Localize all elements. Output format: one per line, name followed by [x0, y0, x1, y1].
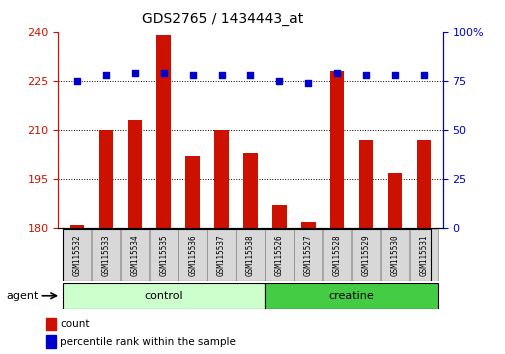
Point	[217, 72, 225, 78]
Text: GSM115533: GSM115533	[101, 234, 110, 276]
Text: GSM115532: GSM115532	[72, 234, 81, 276]
Text: GSM115535: GSM115535	[159, 234, 168, 276]
Bar	[91, 229, 120, 281]
Text: GSM115526: GSM115526	[274, 234, 283, 276]
Point	[275, 78, 283, 84]
Bar	[63, 229, 91, 281]
Point	[188, 72, 196, 78]
Bar	[207, 229, 235, 281]
Bar	[156, 35, 171, 354]
Text: GSM115527: GSM115527	[303, 234, 312, 276]
Point	[332, 70, 340, 76]
Point	[419, 72, 427, 78]
Bar	[45, 335, 56, 348]
Text: GSM115529: GSM115529	[361, 234, 370, 276]
Bar	[329, 71, 344, 354]
Bar	[178, 229, 207, 281]
Text: GSM115536: GSM115536	[188, 234, 197, 276]
Text: count: count	[60, 319, 89, 329]
Text: GSM115528: GSM115528	[332, 234, 341, 276]
Point	[304, 80, 312, 86]
Bar	[63, 283, 265, 309]
Bar	[127, 120, 142, 354]
Text: GSM115531: GSM115531	[419, 234, 428, 276]
Point	[130, 70, 138, 76]
Bar	[351, 229, 380, 281]
Bar	[236, 229, 264, 281]
Text: GSM115534: GSM115534	[130, 234, 139, 276]
Bar	[322, 229, 350, 281]
Bar	[120, 229, 148, 281]
Point	[390, 72, 398, 78]
Bar	[409, 229, 437, 281]
Point	[102, 72, 110, 78]
Bar	[45, 318, 56, 330]
Bar	[70, 225, 84, 354]
Text: control: control	[144, 291, 183, 301]
Text: GDS2765 / 1434443_at: GDS2765 / 1434443_at	[142, 12, 302, 27]
Text: GSM115538: GSM115538	[245, 234, 255, 276]
Text: GSM115537: GSM115537	[217, 234, 226, 276]
Point	[73, 78, 81, 84]
Bar	[149, 229, 178, 281]
Bar	[387, 173, 401, 354]
Bar	[265, 283, 437, 309]
Bar	[98, 130, 113, 354]
Text: GSM115530: GSM115530	[390, 234, 399, 276]
Bar	[300, 222, 315, 354]
Point	[246, 72, 254, 78]
Bar	[214, 130, 228, 354]
Bar	[416, 140, 430, 354]
Bar	[185, 156, 199, 354]
Bar	[265, 229, 293, 281]
Bar	[293, 229, 322, 281]
Text: agent: agent	[6, 291, 38, 301]
Text: percentile rank within the sample: percentile rank within the sample	[60, 337, 235, 347]
Bar	[243, 153, 257, 354]
Point	[160, 70, 168, 76]
Point	[362, 72, 370, 78]
Bar	[380, 229, 409, 281]
Bar	[358, 140, 373, 354]
Bar	[272, 205, 286, 354]
Text: creatine: creatine	[328, 291, 374, 301]
